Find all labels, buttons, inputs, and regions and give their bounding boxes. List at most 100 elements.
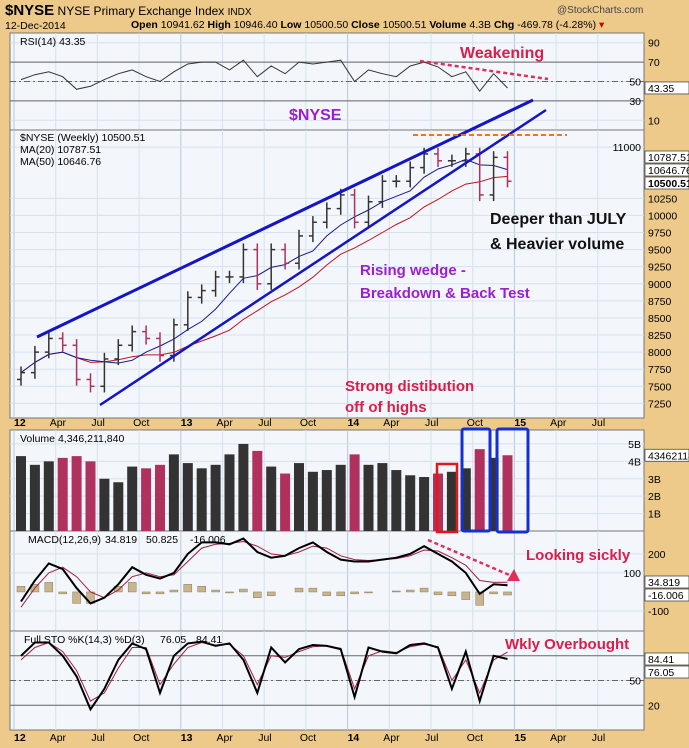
volume-bar: [43, 461, 54, 531]
chg-value: -469.78 (-4.28%): [517, 19, 597, 31]
volume-bar: [419, 477, 430, 531]
volume-bar: [168, 454, 179, 531]
y-tick-label: 11000: [613, 142, 642, 154]
y-tick-label: 3B: [648, 474, 661, 486]
x-axis-label: Jul: [592, 732, 605, 744]
volume-bar: [182, 463, 193, 531]
macd-hist-label: -16.006: [190, 534, 226, 546]
x-axis-label: Jul: [91, 732, 104, 744]
x-axis-label: Oct: [133, 732, 149, 744]
macd-histogram-bar: [239, 588, 248, 593]
macd-histogram-bar: [294, 587, 304, 593]
low-value: 10500.50: [304, 19, 349, 31]
macd-histogram-bar: [127, 582, 137, 593]
ma50-value-tag-box: [644, 163, 689, 177]
macd-histogram-bar: [266, 591, 276, 597]
macd-histogram-bar: [392, 590, 401, 593]
x-axis-label: Jul: [258, 417, 271, 429]
panel-3: [9, 530, 645, 632]
macd-histogram-bar: [503, 591, 512, 596]
volume-bar: [502, 455, 513, 531]
sto-d-tag-box: [644, 652, 689, 666]
macd-histogram-bar: [155, 591, 165, 595]
macd-value-label: 34.819: [105, 534, 137, 546]
volume-bar: [335, 464, 346, 531]
volume-bar: [377, 463, 388, 531]
x-axis-label: 12: [14, 417, 26, 429]
macd-histogram-bar: [141, 591, 151, 595]
volume-value: 4.3B: [469, 19, 492, 31]
x-axis-label: Oct: [467, 417, 483, 429]
volume-bar: [294, 463, 304, 531]
volume-bar: [127, 466, 138, 531]
ohlc-bar: Open 10941.62 High 10946.40 Low 10500.50…: [131, 19, 604, 31]
price-value-tag: 10500.51: [648, 178, 689, 190]
y-tick-label: 8500: [648, 313, 672, 325]
macd-histogram-bar: [211, 589, 220, 593]
y-tick-label: 9000: [648, 279, 672, 291]
volume-bar: [321, 470, 332, 531]
x-axis-label: 13: [181, 417, 193, 429]
volume-bar: [113, 482, 124, 531]
ma20-value-tag-box: [644, 150, 689, 164]
x-axis-label: 15: [514, 732, 526, 744]
macd-histogram-bar: [197, 585, 206, 593]
y-tick-label: 7750: [648, 364, 672, 376]
x-axis-label: Jul: [425, 732, 438, 744]
chart-title: $NYSE NYSE Primary Exchange Index INDX: [5, 2, 252, 19]
y-tick-label: 4B: [628, 456, 641, 468]
x-axis-label: Apr: [217, 417, 234, 429]
rsi-divergence-line: [419, 59, 549, 81]
y-tick-label: 7500: [648, 381, 672, 393]
exchange: INDX: [227, 7, 252, 18]
x-axis-label: Oct: [300, 417, 316, 429]
x-axis-label: Apr: [50, 417, 67, 429]
watermark: @StockCharts.com: [557, 5, 644, 16]
x-axis-label: Apr: [50, 732, 67, 744]
deeper-note-1: Deeper than JULY: [490, 211, 627, 228]
volume-bar: [266, 466, 277, 531]
macd-signal-label: 50.825: [146, 534, 178, 546]
macd-hist-tag: -16.006: [648, 590, 684, 602]
close-label: Close: [351, 19, 380, 31]
macd-histogram-bar: [475, 591, 484, 606]
x-axis-label: Apr: [550, 732, 567, 744]
volume-bar: [307, 471, 318, 531]
volume-bar: [238, 443, 249, 531]
macd-histogram-bar: [72, 591, 81, 604]
annotations: Weakening $NYSE Deeper than JULY & Heavi…: [36, 45, 631, 653]
x-axis-label: 12: [14, 732, 26, 744]
x-axis-label: Oct: [467, 732, 483, 744]
deeper-note-2: & Heavier volume: [490, 236, 624, 253]
arrow-head-icon: [507, 569, 520, 581]
macd-line: [20, 537, 508, 605]
volume-bar: [349, 454, 360, 531]
volume-bar: [488, 457, 499, 531]
volume-legend: Volume 4,346,211,840: [20, 433, 124, 445]
wedge-note-1: Rising wedge -: [360, 262, 466, 279]
macd-histogram-bar: [489, 591, 498, 595]
low-label: Low: [280, 19, 302, 31]
volume-bar: [460, 468, 471, 531]
volume-bar: [85, 461, 96, 531]
volume-bar: [474, 449, 485, 531]
sto-d-tag: 84.41: [648, 654, 674, 666]
volume-bar: [29, 464, 40, 531]
volume-bar: [210, 464, 221, 531]
macd-hist-tag-box: [644, 588, 689, 602]
volume-bar: [141, 468, 152, 531]
sto-k-label: 76.05: [160, 634, 186, 646]
macd-value-tag-box: [644, 575, 689, 589]
sto-d-label: 84.41: [196, 634, 222, 646]
x-axis-label: 15: [514, 417, 526, 429]
y-tick-label: 8000: [648, 347, 672, 359]
nyse-note: $NYSE: [289, 107, 342, 124]
high-label: High: [207, 19, 231, 31]
y-tick-label: 10250: [648, 193, 677, 205]
macd-histogram-bar: [336, 591, 345, 597]
ma50-legend: MA(50) 10646.76: [20, 156, 101, 168]
macd-histogram-bar: [44, 582, 54, 593]
volume-value-tag-box: [644, 448, 689, 462]
y-tick-label: 200: [648, 549, 666, 561]
macd-histogram-bar: [225, 591, 234, 594]
